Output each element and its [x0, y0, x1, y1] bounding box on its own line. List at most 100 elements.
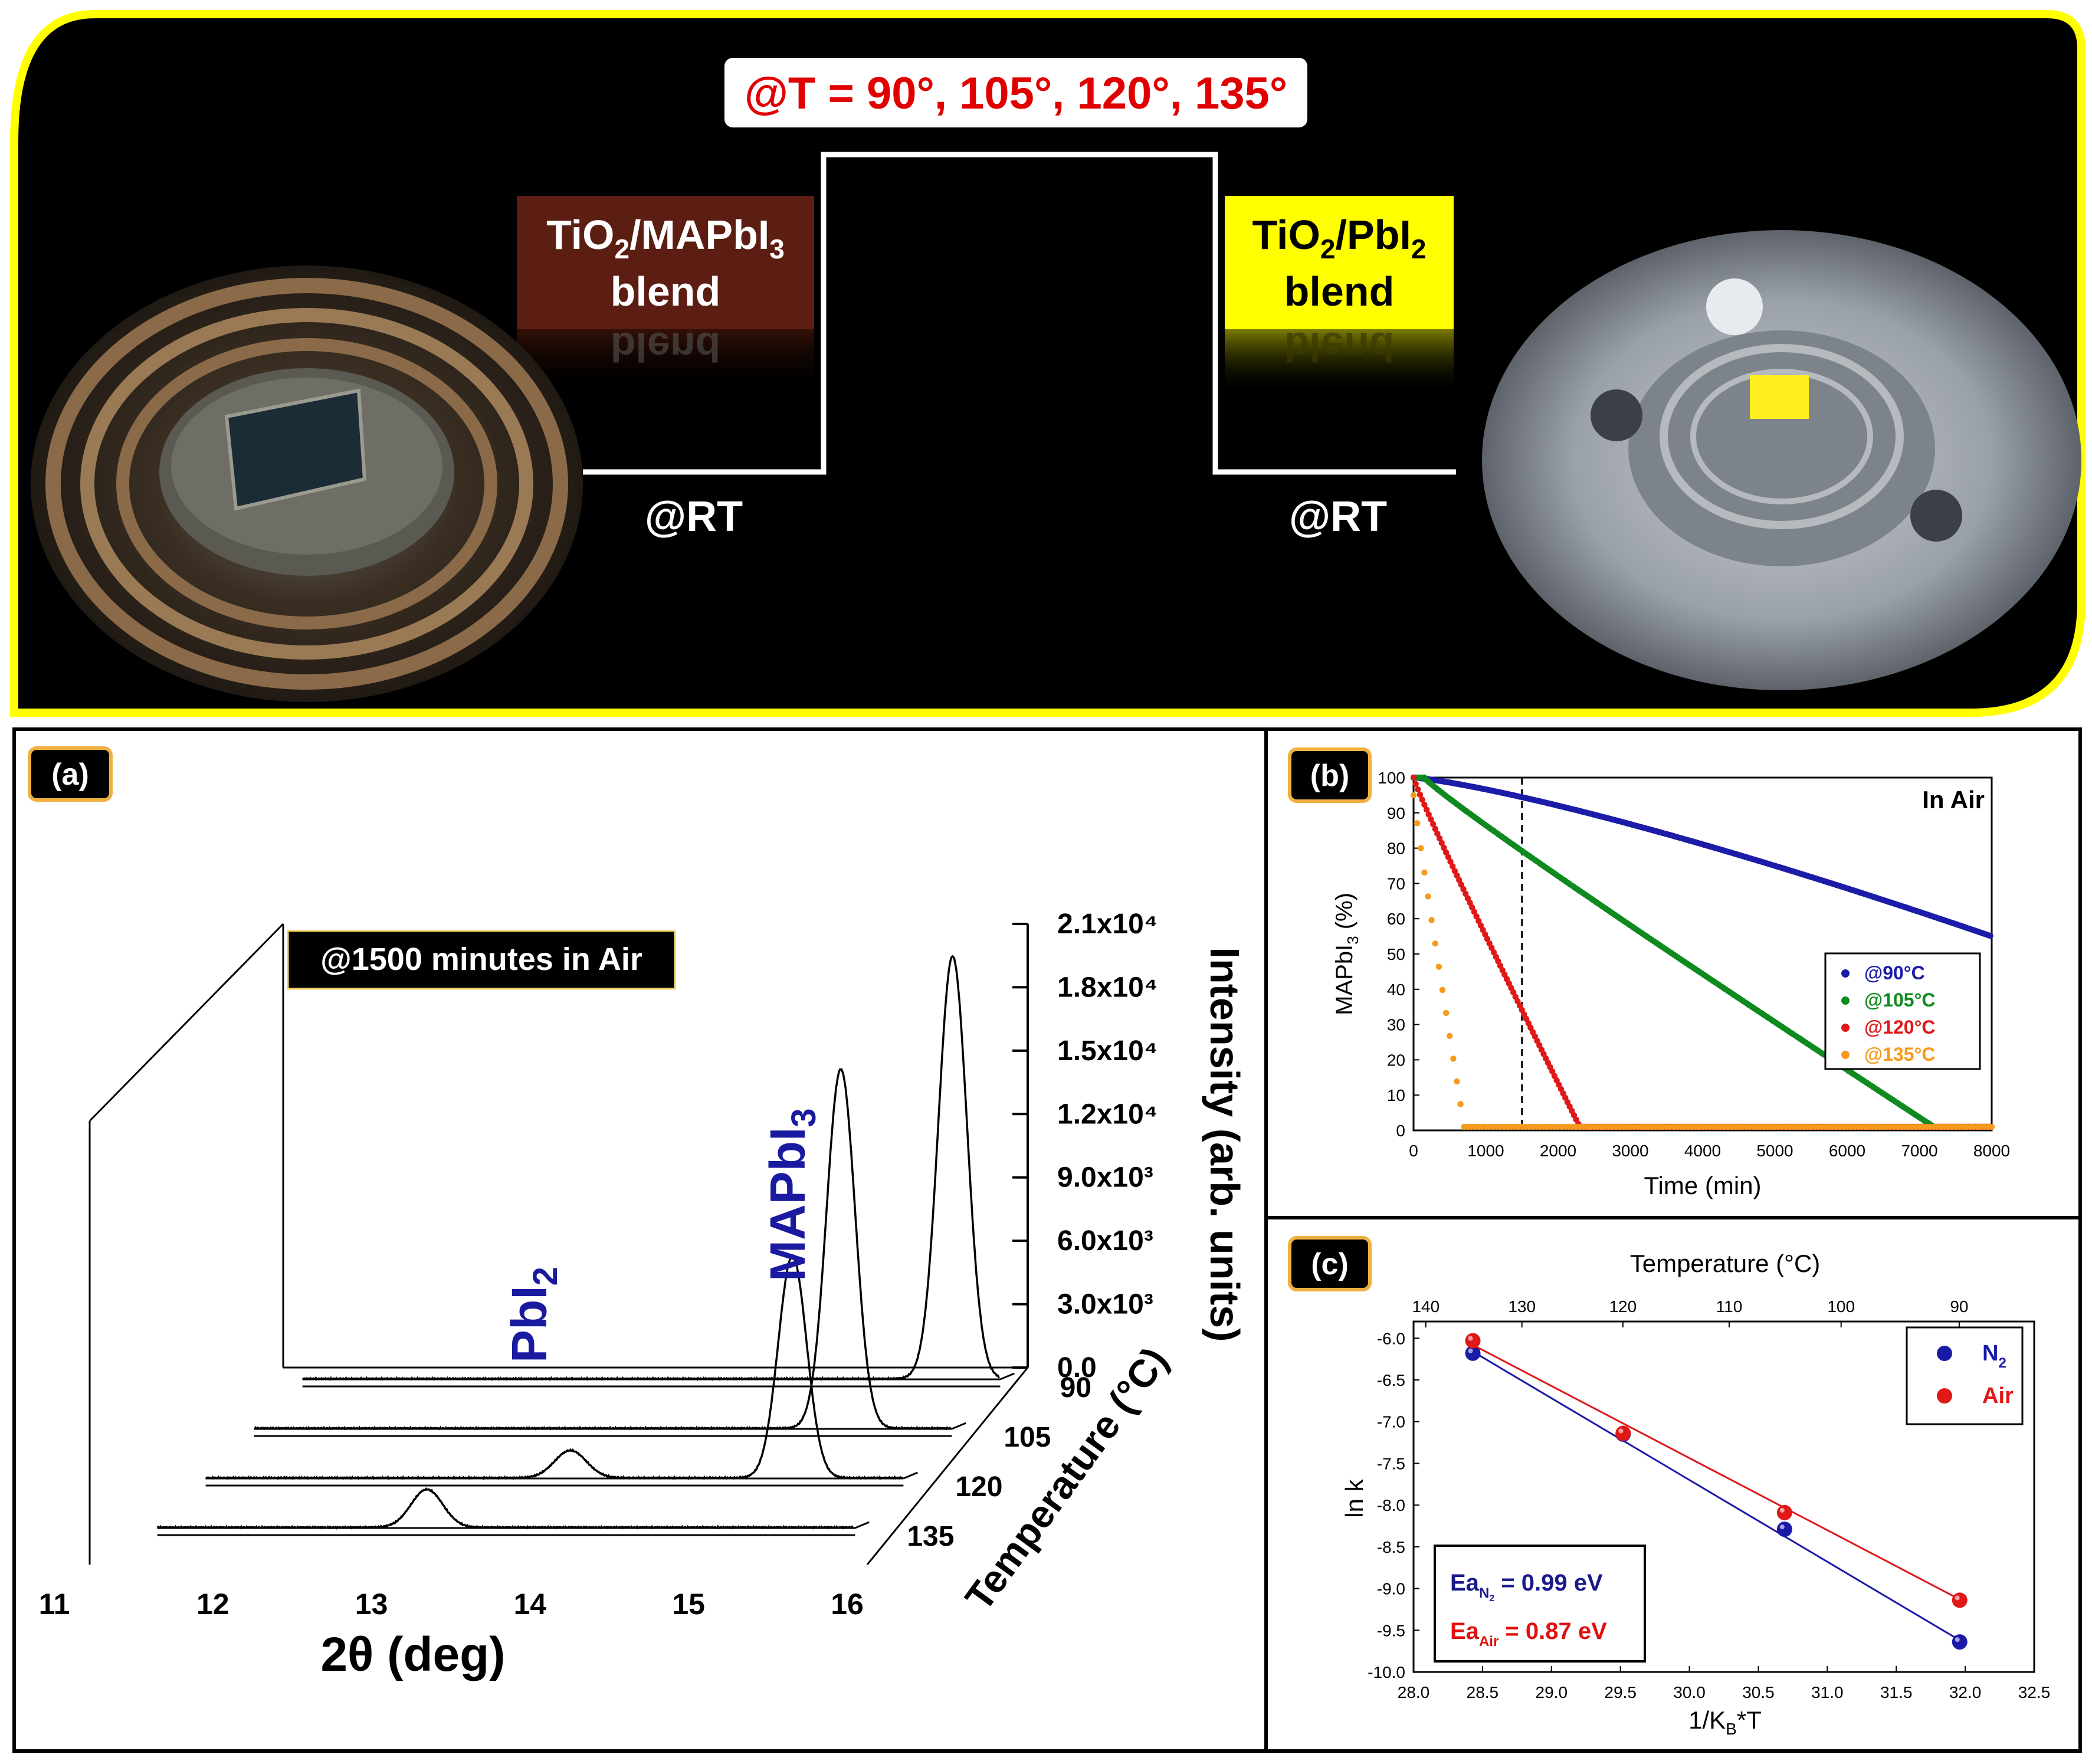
panel-b-points: [1410, 774, 1995, 1130]
c-point-0-3: [1952, 1634, 1968, 1650]
b-point: [1419, 796, 1425, 803]
c-point-shine: [1618, 1428, 1624, 1434]
svg-text:(b): (b): [1310, 759, 1349, 793]
c-xtick-28.0: 28.0: [1398, 1683, 1430, 1701]
b-point: [1451, 868, 1458, 874]
b-point: [1441, 844, 1447, 851]
b-ytick-30: 30: [1387, 1016, 1405, 1034]
c-point-shine: [1955, 1595, 1960, 1601]
2theta-tick-13: 13: [355, 1588, 388, 1621]
b-ytick-20: 20: [1387, 1051, 1405, 1069]
b-point: [1425, 811, 1432, 818]
b-xtick-1000: 1000: [1467, 1142, 1504, 1160]
b-point: [1463, 890, 1469, 897]
panel-b-corner-label: In Air: [1922, 786, 1985, 814]
b-point: [1447, 858, 1454, 865]
panel-a-annotation: @1500 minutes in Air: [287, 930, 676, 990]
left-blend-label: TiO2/MAPbI3 blend blend: [517, 196, 814, 394]
b-legend-marker-3: [1841, 1051, 1850, 1059]
b-series-3: [1410, 792, 1995, 1130]
2theta-tick-12: 12: [196, 1588, 229, 1621]
b-xtick-7000: 7000: [1901, 1142, 1937, 1160]
xrd-trace-90: [302, 955, 1000, 1381]
b-point: [1416, 791, 1424, 798]
intensity-tick-7: 2.1x10⁴: [1057, 909, 1158, 940]
panel-c-ticks: 28.0 28.5 29.0 29.5 30.0 30.5 31.0 31.5 32.0 32.5…: [1368, 1297, 2050, 1701]
2theta-tick-11: 11: [39, 1588, 70, 1621]
b-point: [1456, 877, 1463, 883]
2theta-tick-16: 16: [831, 1588, 864, 1621]
rt-left-label: @RT: [645, 493, 743, 540]
c-ytick--9.0: -9.0: [1377, 1580, 1405, 1598]
panel-a-floor-edge: [866, 1367, 1029, 1565]
intensity-tick-1: 3.0x10³: [1057, 1289, 1153, 1320]
c-point-1-3: [1952, 1592, 1968, 1608]
right-blend-line1: TiO2/PbI2: [1252, 212, 1427, 264]
panel-a-frame: [12, 727, 1268, 1753]
baseline-edge-120: [903, 1471, 918, 1480]
b-ytick-50: 50: [1387, 945, 1405, 963]
c-x2tick-140: 140: [1412, 1297, 1440, 1316]
intensity-tick-6: 1.8x10⁴: [1057, 972, 1158, 1003]
rt-right-label: @RT: [1289, 493, 1387, 540]
b-point: [1450, 1055, 1457, 1062]
c-legend-marker-1: [1937, 1388, 1952, 1404]
b-legend-label-3: @135°C: [1864, 1044, 1936, 1065]
panel-a-box-edges: [88, 923, 284, 1565]
b-point: [1428, 917, 1435, 923]
b-point: [1464, 895, 1471, 901]
c-point-1-1: [1615, 1425, 1631, 1441]
activation-energy-box: EaN2 = 0.99 eV EaAir = 0.87 eV: [1434, 1545, 1646, 1663]
b-xtick-0: 0: [1409, 1142, 1418, 1160]
intensity-tick-0: 0.0: [1057, 1352, 1097, 1383]
c-legend-marker-0: [1937, 1346, 1952, 1361]
b-point: [1442, 849, 1450, 856]
c-fit-line-1: [1472, 1344, 1960, 1601]
baseline-edge-90: [999, 1372, 1015, 1381]
xrd-trace-120: [205, 1254, 903, 1480]
c-point-0-2: [1776, 1522, 1792, 1537]
temperature-tick-135: 135: [907, 1521, 954, 1552]
panel-a-tag: (a): [28, 746, 113, 802]
panel-b-chart: 0 1000 2000 3000 4000 5000 6000 7000 8000 0 10 20 30…: [1332, 769, 2010, 1199]
panel-b-ticks: 0 1000 2000 3000 4000 5000 6000 7000 8000 0 10 20 30…: [1378, 769, 2010, 1160]
c-x2tick-120: 120: [1609, 1297, 1637, 1316]
heating-profile-line: [583, 152, 1456, 475]
b-point: [1415, 786, 1421, 793]
c-xtick-29.5: 29.5: [1604, 1683, 1637, 1701]
left-blend-line1: TiO2/MAPbI3: [546, 212, 785, 264]
b-ytick-40: 40: [1387, 981, 1405, 999]
temperature-tick-105: 105: [1004, 1422, 1051, 1453]
b-ytick-0: 0: [1396, 1122, 1405, 1140]
b-xtick-4000: 4000: [1684, 1142, 1721, 1160]
c-xtick-30.0: 30.0: [1673, 1683, 1706, 1701]
b-xtick-2000: 2000: [1540, 1142, 1576, 1160]
panel-a-intensity-ticks: 0.0 3.0x10³ 6.0x10³ 9.0x10³ 1.2x10⁴ 1.5x10⁴ 1.…: [283, 909, 1158, 1565]
c-legend-label-1: Air: [1982, 1383, 2014, 1408]
c-xtick-32.5: 32.5: [2018, 1683, 2051, 1701]
panel-c-chart: 28.0 28.5 29.0 29.5 30.0 30.5 31.0 31.5 32.0 32.5…: [1340, 1250, 2050, 1738]
right-blend-reflection: blend: [1284, 324, 1395, 370]
panel-b-legend: @90°C @105°C @120°C @135°C: [1824, 952, 1981, 1070]
b-point: [1473, 913, 1480, 920]
left-blend-reflection: blend: [611, 324, 721, 370]
c-xtick-31.5: 31.5: [1880, 1683, 1913, 1701]
b-point: [1432, 825, 1438, 832]
c-ytick--8.0: -8.0: [1377, 1496, 1405, 1514]
c-point-1-2: [1776, 1504, 1792, 1520]
b-point: [1457, 1101, 1464, 1107]
c-ytick--7.5: -7.5: [1377, 1454, 1405, 1473]
c-point-shine: [1955, 1637, 1960, 1642]
c-point-1-0: [1465, 1333, 1481, 1349]
right-blend-box: [1225, 196, 1454, 329]
c-x2tick-130: 130: [1508, 1297, 1536, 1316]
panel-b-tag: (b): [1288, 747, 1372, 803]
b-legend-marker-2: [1841, 1024, 1850, 1032]
svg-text:@1500 minutes in Air: @1500 minutes in Air: [320, 942, 642, 977]
c-ytick--6.5: -6.5: [1377, 1371, 1405, 1389]
panel-c-xlabel: 1/KB*T: [1688, 1706, 1762, 1738]
b-point: [1454, 872, 1460, 879]
b-xtick-5000: 5000: [1756, 1142, 1793, 1160]
